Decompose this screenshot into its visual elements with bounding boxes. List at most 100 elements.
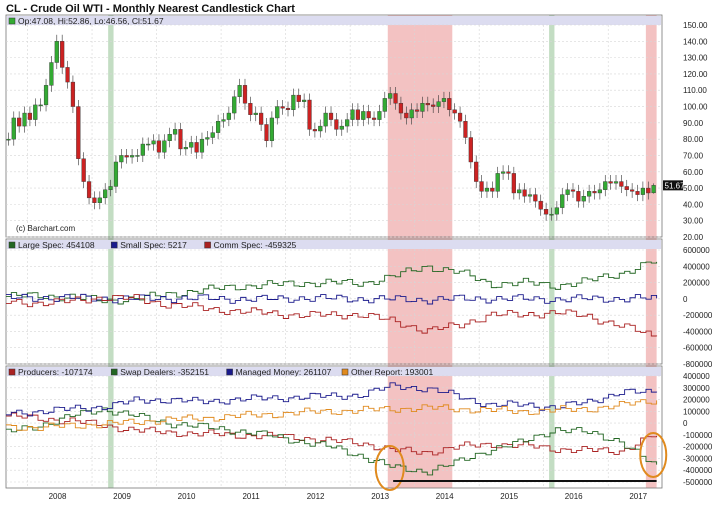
candle — [393, 93, 398, 104]
legend-label: Comm Spec: -459325 — [214, 240, 297, 250]
candle — [608, 181, 613, 184]
y-tick-label: -600000 — [683, 344, 713, 353]
candle — [162, 140, 167, 153]
candle — [339, 125, 344, 130]
panel-header-bar — [7, 16, 661, 25]
x-tick-label: 2009 — [113, 492, 131, 501]
candle — [328, 112, 334, 120]
y-tick-label: -100000 — [683, 431, 713, 440]
candle — [237, 85, 242, 97]
candle — [146, 143, 151, 146]
legend-label: Producers: -107174 — [18, 367, 93, 377]
x-tick-label: 2015 — [500, 492, 518, 501]
candle — [490, 187, 495, 192]
candle — [538, 200, 543, 210]
candle — [603, 181, 608, 190]
candles: 51.67 — [6, 34, 686, 221]
candle — [221, 119, 226, 122]
candle — [388, 93, 393, 99]
candle — [124, 155, 129, 158]
candle — [350, 109, 355, 120]
y-tick-label: 90.00 — [683, 119, 704, 128]
y-tick-label: 400000 — [683, 262, 710, 271]
y-tick-label: 200000 — [683, 396, 710, 405]
candle — [398, 103, 404, 114]
candle — [103, 189, 108, 199]
candle — [92, 197, 97, 203]
candle — [549, 213, 554, 216]
candle — [172, 129, 178, 135]
x-tick-label: 2013 — [371, 492, 389, 501]
candle — [318, 125, 323, 132]
chart-title: CL - Crude Oil WTI - Monthly Nearest Can… — [6, 3, 295, 15]
y-tick-label: 400000 — [683, 372, 710, 381]
legend-label: Managed Money: 261107 — [236, 367, 332, 377]
legend-swatch — [226, 368, 233, 376]
candle — [216, 121, 221, 133]
y-tick-label: 70.00 — [683, 151, 704, 160]
candle — [264, 124, 269, 141]
candle — [447, 98, 452, 110]
panel-header-bar — [7, 367, 661, 376]
candle — [242, 85, 248, 104]
panel-3: Producers: -107174 Swap Dealers: -352151 M… — [5, 365, 713, 489]
legend-label: Other Report: 193001 — [351, 367, 433, 377]
candle — [6, 138, 11, 141]
y-tick-label: 100.00 — [683, 103, 708, 112]
candle — [635, 191, 640, 195]
candle — [613, 181, 619, 184]
candle — [527, 194, 533, 197]
candle — [361, 111, 366, 120]
y-tick-label: 140.00 — [683, 37, 708, 46]
candle — [119, 155, 124, 163]
legend-swatch — [8, 368, 16, 376]
candle — [630, 189, 635, 192]
legend-swatch — [341, 368, 349, 376]
candle — [420, 103, 425, 112]
candle — [275, 106, 280, 119]
candle — [205, 137, 210, 140]
shaded-band — [108, 15, 114, 488]
candle — [522, 189, 527, 197]
legend-swatch — [8, 17, 16, 25]
x-tick-label: 2017 — [629, 492, 647, 501]
candle — [269, 117, 274, 141]
candle — [570, 189, 576, 192]
candle — [280, 106, 285, 109]
candle — [302, 99, 307, 102]
annotations — [374, 432, 668, 491]
y-tick-label: -800000 — [683, 360, 713, 369]
panel-header-bar — [7, 240, 661, 249]
y-tick-label: -400000 — [683, 466, 713, 475]
candle — [597, 189, 602, 194]
candle — [54, 41, 59, 63]
candle — [70, 81, 76, 107]
candle — [49, 62, 54, 86]
candle — [43, 85, 49, 106]
legend-label: Swap Dealers: -352151 — [120, 367, 209, 377]
highlight-circle — [639, 432, 668, 478]
series-line — [6, 412, 658, 456]
series-group-2 — [6, 382, 658, 476]
x-tick-label: 2016 — [565, 492, 583, 501]
y-tick-label: -200000 — [683, 311, 713, 320]
candle — [554, 207, 559, 215]
shaded-band — [420, 15, 426, 488]
legend-label: Op:47.08, Hi:52.86, Lo:46.56, Cl:51.67 — [18, 16, 164, 26]
candle — [194, 142, 199, 153]
candle — [86, 181, 92, 199]
candle — [199, 138, 205, 153]
shaded-band — [425, 15, 453, 488]
last-price-label: 51.67 — [665, 181, 686, 190]
y-tick-label: 40.00 — [683, 200, 704, 209]
candle — [468, 137, 473, 163]
candle — [640, 187, 645, 195]
candle — [409, 109, 414, 119]
shaded-band — [387, 15, 421, 488]
y-tick-label: 110.00 — [683, 86, 707, 95]
candle — [129, 155, 135, 158]
candle — [248, 103, 253, 115]
candle — [210, 132, 215, 138]
candle — [22, 112, 27, 127]
